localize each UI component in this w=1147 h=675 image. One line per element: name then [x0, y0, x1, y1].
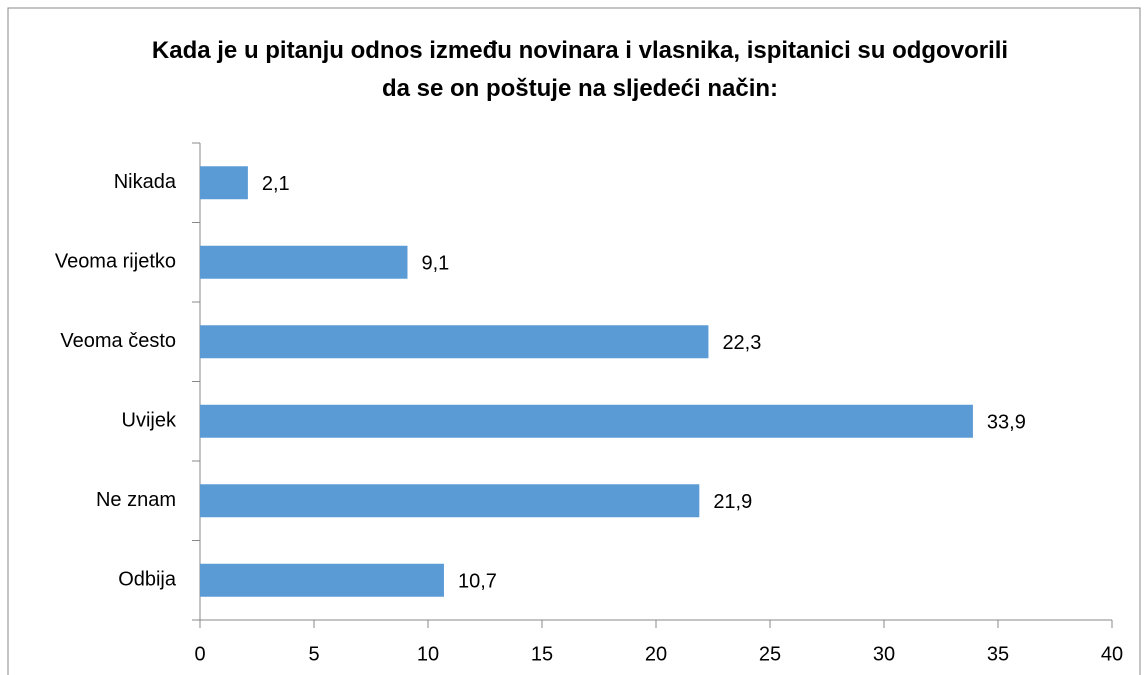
bar [200, 563, 444, 597]
value-label: 21,9 [713, 491, 752, 513]
x-tick-label: 35 [987, 643, 1009, 665]
y-tick-label: Ne znam [96, 489, 176, 511]
x-tick-label: 5 [308, 643, 319, 665]
value-label: 22,3 [722, 332, 761, 354]
value-label: 9,1 [421, 253, 449, 275]
y-tick-label: Uvijek [122, 410, 177, 432]
chart-title: Kada je u pitanju odnos između novinara … [151, 37, 1009, 102]
value-label: 33,9 [987, 412, 1026, 434]
x-tick-label: 20 [645, 643, 667, 665]
bar [200, 166, 248, 200]
y-tick-label: Veoma rijetko [55, 251, 176, 273]
value-label: 2,1 [262, 173, 290, 195]
bar [200, 404, 973, 438]
bar [200, 325, 709, 359]
y-tick-label: Veoma često [60, 330, 176, 352]
x-tick-label: 10 [417, 643, 439, 665]
y-tick-label: Nikada [114, 171, 177, 193]
x-tick-label: 40 [1101, 643, 1123, 665]
bar [200, 245, 408, 279]
value-label: 10,7 [458, 571, 497, 593]
x-tick-label: 15 [531, 643, 553, 665]
chart-border [7, 7, 1141, 675]
bar [200, 484, 700, 518]
x-tick-label: 0 [194, 643, 205, 665]
x-tick-label: 25 [759, 643, 781, 665]
x-tick-label: 30 [873, 643, 895, 665]
y-tick-label: Odbija [118, 569, 177, 591]
